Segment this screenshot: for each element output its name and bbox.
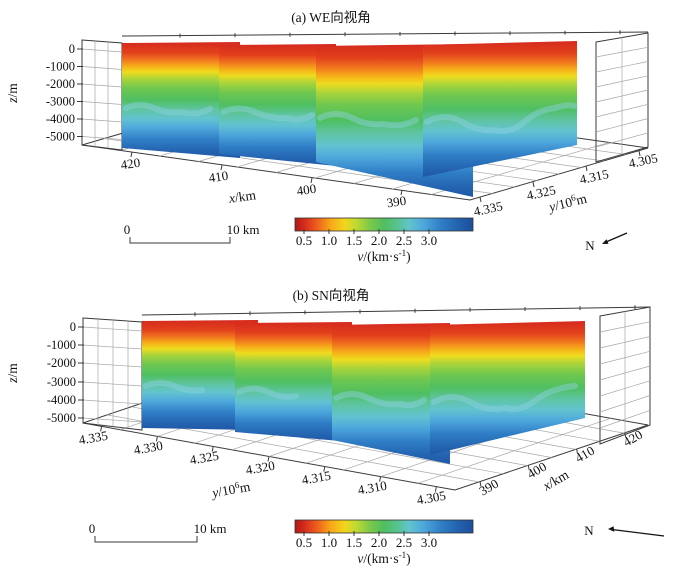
slice-3	[332, 323, 450, 464]
top-edge-a	[121, 30, 649, 38]
north-arrow-a: N	[585, 232, 628, 253]
slice-1	[122, 42, 240, 158]
slice-4	[423, 41, 577, 177]
z-tick-label: -4000	[47, 393, 76, 407]
z-axis-label: z/m	[5, 363, 20, 384]
x-tick-label: 410	[573, 443, 597, 466]
z-tick-label: -2000	[46, 77, 75, 91]
x-axis-a: 420 410 400 390 x/km	[120, 151, 407, 211]
colorbar-label: v/(km·s-1)	[357, 248, 410, 264]
colorbar-b: 0.5 1.0 1.5 2.0 2.5 3.0 v/(km·s-1)	[294, 519, 474, 566]
scale-bar-end: 10 km	[227, 222, 260, 237]
slice-1	[142, 320, 258, 430]
y-tick-label: 4.305	[627, 150, 659, 171]
y-axis-b: 4.335 4.330 4.325 4.320 4.315 4.310 4.30…	[78, 426, 447, 507]
y-axis-a: 4.335 4.325 4.315 4.305 y/106m	[472, 150, 659, 219]
y-tick-label: 4.335	[472, 198, 504, 219]
z-tick-label: -1000	[47, 338, 76, 352]
colorbar-tick-label: 0.5	[296, 535, 312, 550]
scale-bar-a: 0 10 km	[124, 222, 260, 244]
colorbar-tick-label: 3.0	[421, 535, 437, 550]
y-tick-label: 4.320	[245, 458, 276, 478]
slice-2	[235, 322, 352, 442]
north-arrow-head	[602, 239, 609, 244]
north-label: N	[585, 238, 595, 253]
x-tick-label: 420	[621, 427, 645, 450]
z-axis-a: 0 -1000 -2000 -3000 -4000 -5000 z/m	[5, 40, 83, 145]
x-tick-label: 410	[208, 168, 229, 186]
y-tick-label: 4.315	[578, 166, 610, 187]
colorbar-tick-label: 2.5	[396, 535, 412, 550]
colorbar-gradient	[294, 519, 474, 534]
colorbar-tick-label: 1.5	[346, 535, 362, 550]
y-tick-label: 4.325	[189, 448, 220, 468]
z-tick-label: -3000	[46, 95, 75, 109]
slice-4	[430, 321, 585, 455]
z-axis-label: z/m	[5, 83, 20, 104]
north-label: N	[584, 523, 594, 538]
colorbar-tick-label: 1.0	[321, 233, 337, 248]
slice-2	[219, 44, 336, 166]
z-tick-label: -2000	[47, 356, 76, 370]
velocity-slices-a	[122, 41, 578, 197]
z-tick-label: -3000	[47, 375, 76, 389]
colorbar-tick-label: 0.5	[296, 233, 312, 248]
north-arrow-line	[611, 528, 665, 537]
y-tick-label: 4.325	[525, 182, 557, 203]
colorbar-tick-label: 1.0	[321, 535, 337, 550]
north-arrow-line	[605, 232, 628, 243]
velocity-slices-b	[142, 320, 585, 464]
top-edge-b	[141, 305, 651, 317]
panel-a: 0 -1000 -2000 -3000 -4000 -5000 z/m 420 …	[5, 10, 659, 264]
panel-b-title: (b) SN向视角	[293, 288, 370, 303]
x-tick-label: 400	[296, 181, 317, 199]
z-tick-label: -5000	[47, 411, 76, 425]
colorbar-tick-label: 1.5	[346, 233, 362, 248]
panel-a-title: (a) WE向视角	[291, 10, 371, 25]
z-tick-label: -4000	[46, 112, 75, 126]
colorbar-label: v/(km·s-1)	[357, 550, 410, 566]
y-axis-label: y/106m	[209, 478, 252, 501]
colorbar-tick-label: 3.0	[421, 233, 437, 248]
colorbar-a: 0.5 1.0 1.5 2.0 2.5 3.0 v/(km·s-1)	[294, 217, 474, 264]
colorbar-tick-label: 2.5	[396, 233, 412, 248]
z-tick-label: 0	[70, 320, 76, 334]
north-arrow-b: N	[584, 523, 665, 538]
x-tick-label: 390	[386, 193, 407, 211]
x-tick-label: 420	[120, 155, 141, 173]
colorbar-tick-label: 2.0	[371, 233, 387, 248]
y-tick-label: 4.310	[357, 478, 388, 498]
y-tick-label: 4.330	[133, 438, 164, 458]
z-tick-label: -1000	[46, 60, 75, 74]
x-tick-label: 390	[477, 476, 501, 499]
z-tick-label: 0	[69, 42, 75, 56]
colorbar-tick-label: 2.0	[371, 535, 387, 550]
scale-bar-start: 0	[124, 222, 131, 237]
left-wall-a	[81, 39, 123, 151]
colorbar-gradient	[294, 217, 474, 232]
y-tick-label: 4.305	[416, 488, 447, 508]
z-axis-b: 0 -1000 -2000 -3000 -4000 -5000 z/m	[5, 318, 84, 425]
scale-bar-b: 0 10 km	[89, 521, 227, 543]
right-wall-a	[595, 32, 649, 163]
y-tick-label: 4.315	[301, 468, 332, 488]
x-axis-label: x/km	[227, 187, 257, 206]
north-arrow-head	[608, 526, 615, 532]
panel-b: 0 -1000 -2000 -3000 -4000 -5000 z/m 4.33…	[5, 288, 665, 566]
y-axis-label: y/106m	[545, 190, 588, 215]
scale-bar-end: 10 km	[194, 521, 227, 536]
scale-bar-start: 0	[89, 521, 96, 536]
z-tick-label: -5000	[46, 130, 75, 144]
y-tick-label: 4.335	[78, 428, 109, 448]
right-wall-b	[599, 306, 651, 445]
